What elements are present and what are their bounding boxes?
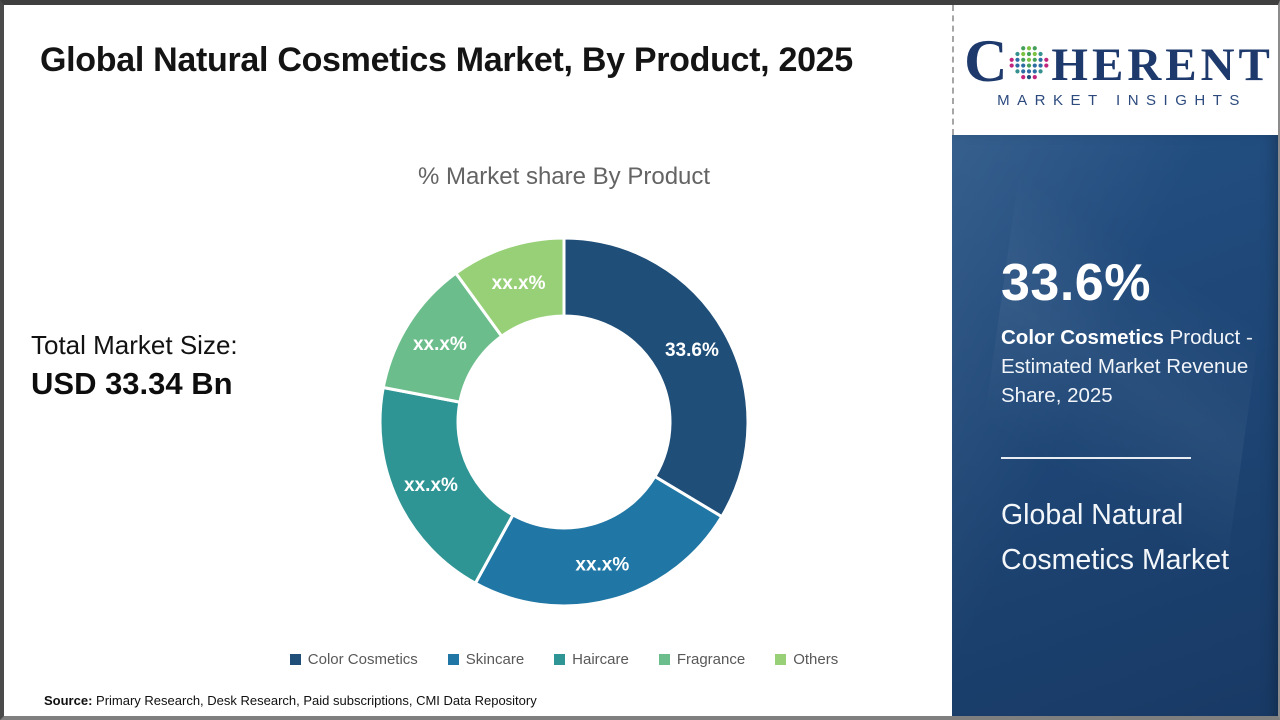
legend-swatch-icon bbox=[775, 654, 787, 665]
legend-swatch-icon bbox=[447, 654, 459, 665]
donut-slice-haircare[interactable] bbox=[378, 386, 515, 585]
legend-label: Fragrance bbox=[676, 651, 746, 668]
legend-swatch-icon bbox=[658, 654, 670, 665]
logo-wordmark: C HERENT bbox=[964, 27, 1274, 94]
donut-slice-skincare[interactable] bbox=[473, 475, 724, 608]
logo-letter-c: C bbox=[964, 27, 1008, 94]
legend-label: Color Cosmetics bbox=[307, 651, 418, 668]
chart-legend: Color Cosmetics Skincare Haircare Fragrance… bbox=[176, 651, 952, 668]
stat-value: 33.6% bbox=[1001, 254, 1151, 312]
divider-line bbox=[1001, 457, 1191, 459]
source-line: Source: Primary Research, Desk Research,… bbox=[44, 693, 537, 708]
slice-value-label: xx.x% bbox=[404, 475, 458, 496]
page-title: Global Natural Cosmetics Market, By Prod… bbox=[40, 41, 853, 79]
legend-item-haircare[interactable]: Haircare bbox=[554, 651, 629, 668]
legend-item-fragrance[interactable]: Fragrance bbox=[658, 651, 746, 668]
highlight-panel: 33.6% Color Cosmetics Product - Estimate… bbox=[952, 99, 1278, 716]
slice-value-label: 33.6% bbox=[665, 340, 719, 361]
brand-logo: C HERENT MARKET INSIGHTS bbox=[952, 5, 1278, 135]
total-market-size-label: Total Market Size: bbox=[31, 330, 238, 360]
legend-swatch-icon bbox=[289, 654, 301, 665]
total-market-size-block: Total Market Size: USD 33.34 Bn bbox=[31, 327, 238, 405]
legend-item-color-cosmetics[interactable]: Color Cosmetics bbox=[289, 651, 418, 668]
stat-desc-category: Color Cosmetics bbox=[1001, 326, 1164, 349]
logo-subtitle: MARKET INSIGHTS bbox=[997, 92, 1247, 110]
chart-title: % Market share By Product bbox=[417, 163, 711, 190]
stat-desc-rest: Product - Estimated Market Revenue Share… bbox=[1001, 326, 1253, 407]
legend-label: Skincare bbox=[465, 651, 525, 668]
sidebar: C HERENT MARKET INSIGHTS 33.6% Color Cos… bbox=[952, 5, 1278, 716]
slice-value-label: xx.x% bbox=[413, 334, 467, 355]
logo-word-rest: HERENT bbox=[1051, 38, 1274, 91]
legend-label: Others bbox=[793, 651, 839, 668]
donut-chart[interactable]: 33.6% xx.x% xx.x% xx.x% xx.x% bbox=[377, 235, 751, 609]
donut-slice-others[interactable] bbox=[454, 236, 566, 338]
legend-label: Haircare bbox=[572, 651, 629, 668]
slice-value-label: xx.x% bbox=[575, 555, 629, 576]
slice-value-label: xx.x% bbox=[492, 273, 546, 294]
source-text: Primary Research, Desk Research, Paid su… bbox=[92, 693, 537, 708]
report-title: Global Natural Cosmetics Market bbox=[1001, 499, 1230, 576]
globe-dots-icon bbox=[1009, 46, 1049, 80]
legend-swatch-icon bbox=[554, 654, 566, 665]
legend-item-skincare[interactable]: Skincare bbox=[447, 651, 525, 668]
stat-description: Color Cosmetics Product - Estimated Mark… bbox=[1001, 323, 1259, 410]
legend-item-others[interactable]: Others bbox=[775, 651, 838, 668]
donut-slice-color-cosmetics[interactable] bbox=[562, 236, 750, 519]
source-label: Source: bbox=[44, 693, 93, 708]
chart-region: % Market share By Product bbox=[176, 163, 952, 191]
total-market-size-value: USD 33.34 Bn bbox=[31, 366, 233, 401]
